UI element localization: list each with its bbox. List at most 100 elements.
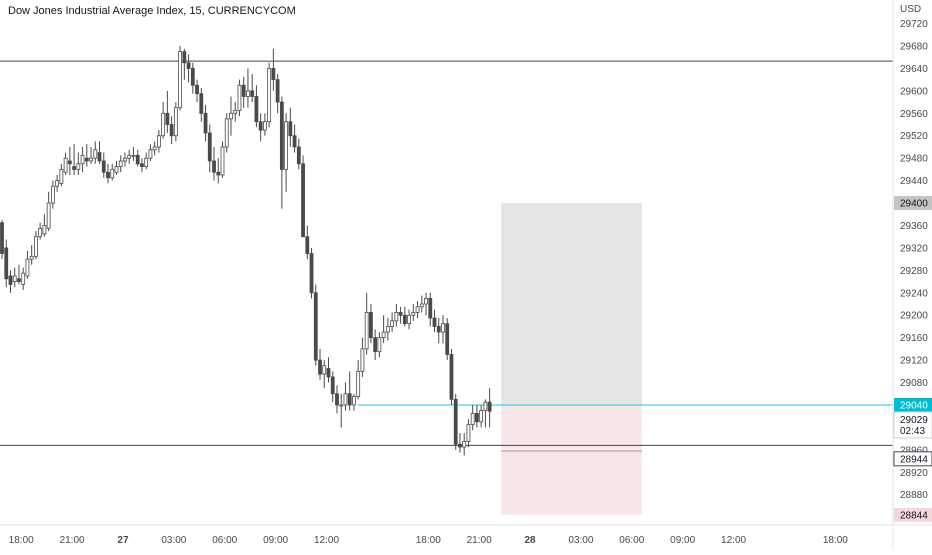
candle-body xyxy=(42,225,47,235)
candles xyxy=(0,45,492,456)
candle xyxy=(89,146,93,164)
candle xyxy=(110,163,115,181)
candle-body xyxy=(343,393,348,406)
price-tick-label: 28880 xyxy=(900,490,928,501)
candle xyxy=(262,113,267,136)
candle-body xyxy=(84,157,89,162)
candle-body xyxy=(80,154,85,165)
price-tick-label: 29120 xyxy=(900,356,928,367)
candle-body xyxy=(432,317,437,327)
candle-body xyxy=(330,376,335,395)
candle-body xyxy=(34,236,38,257)
candle xyxy=(101,152,106,178)
price-tick-label: 29080 xyxy=(900,378,928,389)
candle xyxy=(385,318,390,341)
time-tick-label: 18:00 xyxy=(823,535,848,546)
time-tick-label: 06:00 xyxy=(212,535,237,546)
candle-body xyxy=(101,160,106,173)
price-tag-28944: 28944 xyxy=(893,451,932,467)
candle xyxy=(0,219,4,260)
candle xyxy=(479,404,484,428)
candle-body xyxy=(428,297,433,319)
candle xyxy=(67,146,72,175)
candle xyxy=(114,160,119,175)
candle xyxy=(156,130,161,153)
candle xyxy=(432,309,437,333)
candle xyxy=(369,304,373,344)
candle xyxy=(381,315,386,344)
candle xyxy=(373,329,378,361)
candle-body xyxy=(38,227,43,238)
candle-body xyxy=(8,275,13,285)
candle-body xyxy=(216,171,221,176)
candle xyxy=(415,301,420,319)
candle xyxy=(475,404,479,428)
candle xyxy=(330,371,335,403)
candle xyxy=(445,318,450,361)
candle-body xyxy=(190,68,195,86)
candle-body xyxy=(318,359,322,375)
candle xyxy=(424,292,428,316)
candle xyxy=(428,292,433,327)
candle xyxy=(398,306,403,324)
price-tag-label: 29400 xyxy=(900,199,928,210)
candle-body xyxy=(89,157,93,162)
candle xyxy=(42,214,47,237)
candle-body xyxy=(17,278,21,282)
candle-body xyxy=(458,443,462,448)
candle xyxy=(224,113,229,153)
candle-body xyxy=(55,180,60,187)
stop-zone xyxy=(501,404,642,515)
candle-body xyxy=(335,393,339,406)
time-tick-label: 06:00 xyxy=(619,535,644,546)
candle xyxy=(292,124,297,153)
candle xyxy=(76,152,81,175)
candle xyxy=(190,62,195,94)
last-price-label: 29029 xyxy=(900,415,928,426)
candle xyxy=(80,146,85,173)
time-tick-label: 21:00 xyxy=(60,535,85,546)
candle-body xyxy=(21,272,26,285)
candle-body xyxy=(148,149,153,159)
candle-body xyxy=(46,202,51,229)
candle xyxy=(46,191,51,232)
candle-body xyxy=(97,152,102,162)
candle xyxy=(169,116,174,145)
time-tick-label: 09:00 xyxy=(263,535,288,546)
candle xyxy=(148,144,153,161)
candle xyxy=(296,138,301,170)
candle xyxy=(284,113,288,192)
candle-body xyxy=(59,168,64,184)
candle-body xyxy=(224,118,229,148)
candle-body xyxy=(352,396,356,406)
time-tick-label: 18:00 xyxy=(9,535,34,546)
price-tick-label: 29280 xyxy=(900,266,928,277)
candle xyxy=(241,76,246,108)
candle-body xyxy=(152,146,157,151)
candle xyxy=(390,312,395,333)
candle xyxy=(72,144,76,175)
price-tag-label: 28844 xyxy=(900,510,928,521)
candle xyxy=(84,144,89,167)
candle xyxy=(127,149,132,164)
candle xyxy=(25,250,30,279)
price-tick-label: 29360 xyxy=(900,221,928,232)
candle xyxy=(17,264,21,285)
candle xyxy=(203,104,208,142)
candle xyxy=(207,124,212,173)
candle-body xyxy=(199,93,204,114)
candle-body xyxy=(326,368,331,378)
price-tick-label: 29520 xyxy=(900,131,928,142)
candle xyxy=(63,152,68,175)
candle xyxy=(4,239,9,288)
candle xyxy=(93,141,98,164)
candle xyxy=(258,113,263,142)
candle-body xyxy=(63,157,68,173)
candle xyxy=(220,141,225,178)
candle-body xyxy=(301,163,305,238)
candle xyxy=(411,304,416,321)
candle-body xyxy=(25,258,30,277)
